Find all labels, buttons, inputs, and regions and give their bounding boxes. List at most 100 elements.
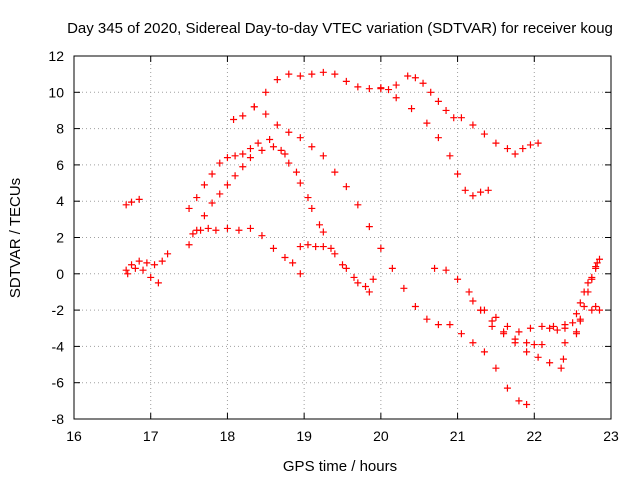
data-point: [442, 106, 450, 114]
series-arc-late-a: [431, 264, 546, 349]
data-point: [523, 339, 531, 347]
data-point: [534, 353, 542, 361]
data-point: [193, 194, 201, 202]
data-point: [511, 339, 519, 347]
data-point: [515, 328, 523, 336]
data-point: [480, 130, 488, 138]
data-point: [576, 315, 584, 323]
data-point: [553, 326, 561, 334]
data-point: [454, 275, 462, 283]
data-point: [235, 226, 243, 234]
data-point: [319, 228, 327, 236]
data-point: [365, 85, 373, 93]
series-arc-rise-end-b: [572, 255, 603, 336]
x-tick-label: 21: [450, 428, 466, 444]
data-point: [308, 70, 316, 78]
data-point: [423, 315, 431, 323]
data-point: [304, 241, 312, 249]
data-point: [595, 255, 603, 263]
data-point: [593, 259, 601, 267]
data-point: [208, 170, 216, 178]
data-point: [446, 152, 454, 160]
data-point: [523, 348, 531, 356]
data-point: [515, 397, 523, 405]
data-point: [588, 275, 596, 283]
data-point: [185, 241, 193, 249]
data-point: [523, 400, 531, 408]
data-point: [572, 310, 580, 318]
data-point: [296, 179, 304, 187]
data-point: [139, 266, 147, 274]
axis-ticks: 16 17 18 19 20 21 22 23 -8 -6 -4 -2 0 2 4 6 8 10 12: [48, 48, 619, 444]
data-point: [246, 145, 254, 153]
data-point: [488, 317, 496, 325]
data-point: [492, 364, 500, 372]
data-point: [331, 168, 339, 176]
data-point: [584, 279, 592, 287]
x-tick-label: 22: [526, 428, 542, 444]
data-point: [185, 204, 193, 212]
data-point: [419, 79, 427, 87]
data-point: [254, 139, 262, 147]
data-point: [164, 250, 172, 258]
data-point: [584, 288, 592, 296]
y-tick-label: 6: [56, 157, 64, 173]
data-point: [292, 168, 300, 176]
data-point: [377, 244, 385, 252]
data-point: [197, 226, 205, 234]
data-point: [500, 328, 508, 336]
data-point: [561, 324, 569, 332]
data-point: [362, 283, 370, 291]
data-point: [442, 266, 450, 274]
data-point: [158, 257, 166, 265]
data-point: [519, 145, 527, 153]
y-tick-label: 10: [48, 84, 64, 100]
series-arc-top: [230, 68, 542, 158]
data-point: [258, 146, 266, 154]
data-point: [534, 139, 542, 147]
x-axis-label: GPS time / hours: [283, 458, 397, 475]
data-point: [246, 224, 254, 232]
data-point: [569, 319, 577, 327]
data-point: [469, 192, 477, 200]
data-point: [388, 264, 396, 272]
data-point: [503, 145, 511, 153]
data-point: [503, 322, 511, 330]
data-point: [281, 253, 289, 261]
data-point: [143, 259, 151, 267]
y-tick-label: -8: [52, 411, 65, 427]
x-tick-label: 17: [143, 428, 159, 444]
data-point: [135, 257, 143, 265]
data-point: [331, 70, 339, 78]
y-tick-label: 4: [56, 193, 64, 209]
x-tick-label: 18: [220, 428, 236, 444]
data-point: [503, 384, 511, 392]
data-point: [538, 341, 546, 349]
gridlines: [74, 56, 611, 419]
data-point: [465, 288, 473, 296]
data-point: [446, 321, 454, 329]
series-arc-mid-low: [185, 143, 377, 291]
data-point: [296, 72, 304, 80]
data-point: [526, 141, 534, 149]
data-point: [189, 230, 197, 238]
data-point: [216, 190, 224, 198]
data-point: [411, 302, 419, 310]
data-point: [557, 364, 565, 372]
data-point: [530, 341, 538, 349]
data-point: [308, 143, 316, 151]
data-point: [230, 116, 238, 124]
data-point: [151, 261, 159, 269]
data-point: [492, 313, 500, 321]
data-point: [223, 224, 231, 232]
data-point: [258, 232, 266, 240]
data-point: [377, 85, 385, 93]
data-point: [342, 264, 350, 272]
x-tick-label: 19: [296, 428, 312, 444]
data-point: [549, 322, 557, 330]
data-point: [408, 105, 416, 113]
data-point: [154, 279, 162, 287]
series-arc-rise-end: [546, 259, 601, 334]
data-point: [124, 270, 132, 278]
data-point: [285, 128, 293, 136]
